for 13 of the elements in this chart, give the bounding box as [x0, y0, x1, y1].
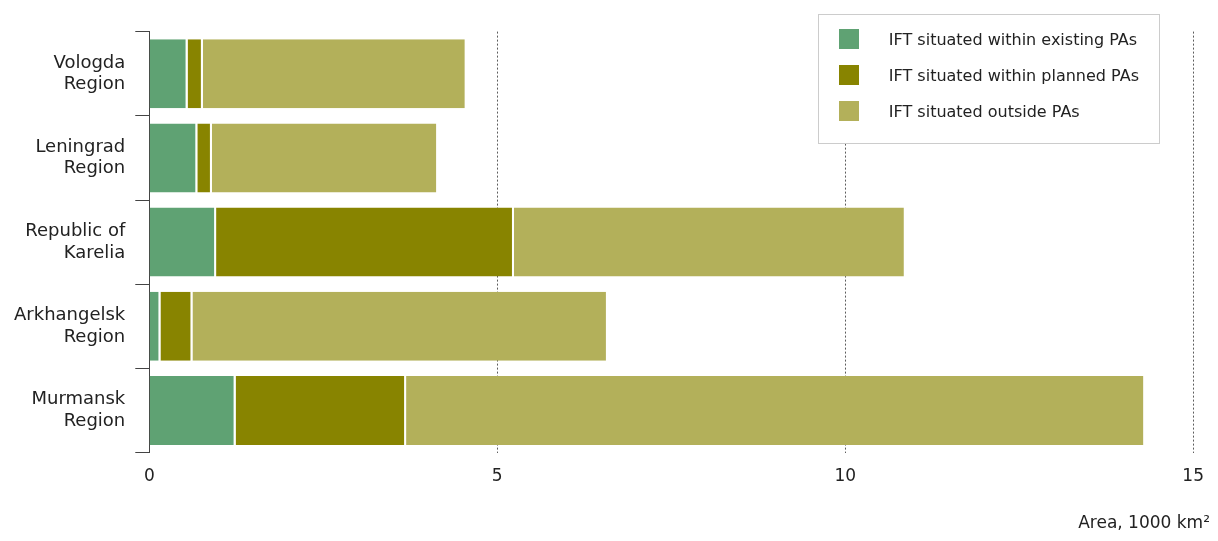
y-tick-label: Republic of Karelia [25, 218, 126, 262]
y-tick-label: Murmansk Region [31, 387, 126, 430]
x-tick-label: 10 [834, 465, 857, 486]
x-tick-label: 0 [143, 465, 155, 486]
y-tick-label: Vologda Region [53, 50, 126, 94]
legend-label: IFT situated within existing PAs [888, 29, 1138, 49]
legend-label: IFT situated outside PAs [888, 101, 1080, 121]
x-axis-title: Area, 1000 km² [1078, 512, 1210, 532]
legend-label: IFT situated within planned PAs [888, 65, 1139, 85]
x-tick-label: 15 [1182, 465, 1204, 486]
x-tick-label: 5 [491, 465, 503, 486]
y-tick-label: Arkhangelsk Region [13, 303, 126, 346]
y-tick-label: Leningrad Region [35, 134, 126, 178]
